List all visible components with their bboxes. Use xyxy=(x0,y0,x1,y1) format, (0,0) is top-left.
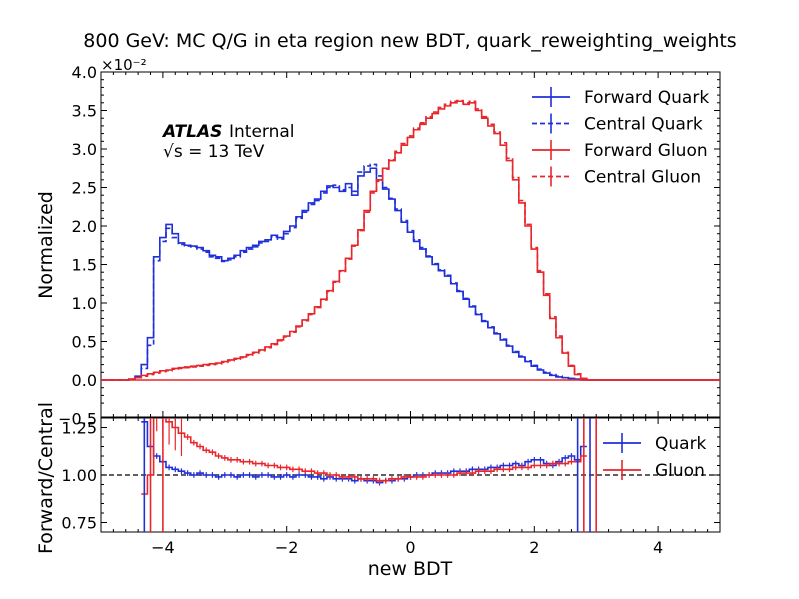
main-y-tick-label: 3.5 xyxy=(72,102,97,121)
main-y-tick-label-partial: −0.5 xyxy=(58,410,97,429)
main-y-tick-label: 0.5 xyxy=(72,333,97,352)
x-tick-label: −2 xyxy=(275,538,299,557)
x-axis-label: new BDT xyxy=(368,558,453,580)
ratio-y-tick-label: 0.75 xyxy=(61,514,97,533)
main-y-tick-label: 1.5 xyxy=(72,256,97,275)
atlas-label: ATLAS Internal √s = 13 TeV xyxy=(161,122,295,162)
legend-label: Forward Gluon xyxy=(584,141,708,161)
main-axis-ticks: 0.0 0.5 1.0 1.5 2.0 2.5 3.0 3.5 4.0 −0.5 xyxy=(58,63,721,429)
main-y-tick-label: 2.0 xyxy=(72,217,97,236)
main-legend: Forward Quark Central Quark Forward Gluon C… xyxy=(532,87,709,188)
ratio-legend-label: Gluon xyxy=(655,461,705,481)
ratio-panel: 0.75 1.00 1.25 −4 −2 0 2 4 new BDT Forward/Cent… xyxy=(35,402,721,580)
main-y-tick-label: 4.0 xyxy=(72,63,97,82)
main-series-group xyxy=(101,99,720,381)
main-y-tick-label: 1.0 xyxy=(72,294,97,313)
ratio-y-tick-label: 1.25 xyxy=(61,419,97,438)
atlas-energy-text: √s = 13 TeV xyxy=(163,142,265,162)
legend-label: Forward Quark xyxy=(584,88,709,108)
series-line-central-quark xyxy=(101,163,720,381)
main-y-tick-label: 3.0 xyxy=(72,140,97,159)
ratio-line-quark xyxy=(141,421,587,484)
main-y-tick-label: 2.5 xyxy=(72,179,97,198)
ratio-legend-label: Quark xyxy=(655,434,707,454)
x-tick-label: 2 xyxy=(529,538,539,557)
main-panel: 0.0 0.5 1.0 1.5 2.0 2.5 3.0 3.5 4.0 −0.5 ×10⁻² No… xyxy=(35,56,721,429)
series-line-central-gluon xyxy=(101,99,720,381)
atlas-bold-text: ATLAS xyxy=(161,122,222,142)
legend-label: Central Quark xyxy=(584,115,703,135)
x-tick-label: 0 xyxy=(405,538,415,557)
series-line-forward-quark xyxy=(101,167,720,381)
legend-label: Central Gluon xyxy=(584,168,701,188)
ratio-series-group xyxy=(141,418,598,532)
x-tick-label: 4 xyxy=(653,538,663,557)
chart-title: 800 GeV: MC Q/G in eta region new BDT, q… xyxy=(83,30,736,52)
main-y-tick-label: 0.0 xyxy=(72,371,97,390)
ratio-y-tick-label: 1.00 xyxy=(61,466,97,485)
x-tick-label: −4 xyxy=(151,538,175,557)
ratio-y-axis-label: Forward/Central xyxy=(35,402,57,554)
main-y-axis-label: Normalized xyxy=(35,191,57,299)
atlas-internal-text: Internal xyxy=(229,122,295,142)
ratio-legend: Quark Gluon xyxy=(603,433,707,481)
ratio-line-gluon xyxy=(141,418,587,495)
y-offset-text: ×10⁻² xyxy=(101,56,147,74)
